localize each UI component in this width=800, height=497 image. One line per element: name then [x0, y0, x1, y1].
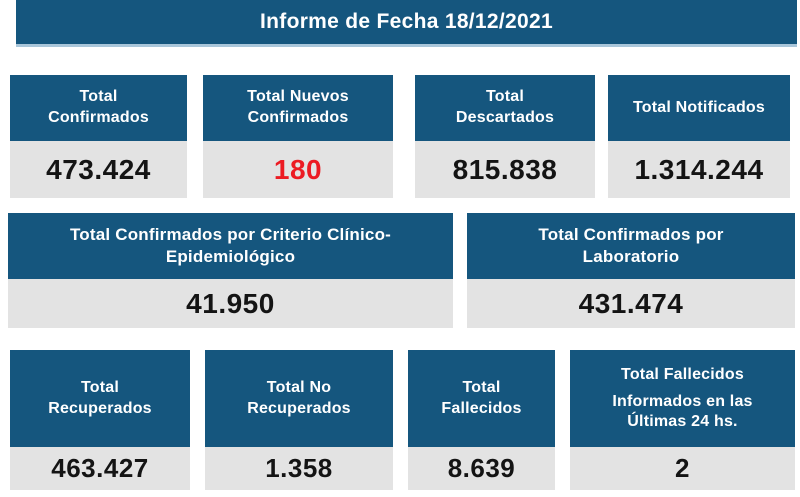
- card-value-text: 815.838: [452, 153, 558, 185]
- card-total-notificados: Total Notificados 1.314.244: [608, 75, 790, 198]
- card-value: 2: [570, 447, 795, 490]
- card-label: Total Recuperados: [48, 378, 152, 417]
- report-title: Informe de Fecha 18/12/2021: [260, 10, 553, 33]
- card-total-descartados: Total Descartados 815.838: [415, 75, 595, 198]
- card-fallecidos-ultimas-24hs: Total Fallecidos Informados en las Últim…: [570, 350, 795, 490]
- card-value: 41.950: [8, 279, 453, 328]
- report-title-bar: Informe de Fecha 18/12/2021: [16, 0, 797, 47]
- card-total-confirmados: Total Confirmados 473.424: [10, 75, 187, 198]
- card-value-text: 473.424: [46, 153, 151, 185]
- card-header: Total Confirmados: [10, 75, 187, 141]
- card-value-text: 2: [675, 453, 690, 483]
- card-header: Total No Recuperados: [205, 350, 393, 447]
- card-label: Total Confirmados: [48, 88, 149, 126]
- card-value-text: 41.950: [186, 287, 275, 319]
- card-value: 473.424: [10, 141, 187, 198]
- card-sublabel: Informados en las Últimas 24 hs.: [612, 393, 753, 431]
- card-value-text: 463.427: [51, 453, 149, 483]
- card-header: Total Recuperados: [10, 350, 190, 447]
- card-value: 1.358: [205, 447, 393, 490]
- card-total-recuperados: Total Recuperados 463.427: [10, 350, 190, 490]
- card-value: 8.639: [408, 447, 555, 490]
- card-label: Total Notificados: [633, 98, 765, 116]
- card-value-text: 1.358: [265, 453, 333, 483]
- card-value: 180: [203, 141, 393, 198]
- card-header: Total Nuevos Confirmados: [203, 75, 393, 141]
- card-header: Total Fallecidos Informados en las Últim…: [570, 350, 795, 447]
- card-value-text: 180: [273, 153, 323, 185]
- card-confirmados-criterio-clinico: Total Confirmados por Criterio Clínico-E…: [8, 213, 453, 328]
- card-label: Total Fallecidos: [441, 378, 522, 417]
- card-value-text: 8.639: [447, 453, 516, 483]
- card-value-text: 431.474: [578, 287, 684, 319]
- card-total-no-recuperados: Total No Recuperados 1.358: [205, 350, 393, 490]
- card-confirmados-laboratorio: Total Confirmados por Laboratorio 431.47…: [467, 213, 795, 328]
- card-label: Total No Recuperados: [247, 378, 351, 417]
- card-label: Total Confirmados por Criterio Clínico-E…: [69, 224, 392, 266]
- card-label: Total Fallecidos: [621, 365, 744, 383]
- card-label: Total Descartados: [455, 88, 555, 126]
- card-value: 431.474: [467, 279, 795, 328]
- card-value: 815.838: [415, 141, 595, 198]
- card-header: Total Fallecidos: [408, 350, 555, 447]
- card-label: Total Confirmados por Laboratorio: [538, 224, 724, 266]
- card-value-text: 1.314.244: [634, 153, 764, 185]
- card-header: Total Confirmados por Laboratorio: [467, 213, 795, 279]
- card-total-fallecidos: Total Fallecidos 8.639: [408, 350, 555, 490]
- card-label: Total Nuevos Confirmados: [247, 88, 349, 126]
- card-header: Total Notificados: [608, 75, 790, 141]
- card-header: Total Confirmados por Criterio Clínico-E…: [8, 213, 453, 279]
- card-header: Total Descartados: [415, 75, 595, 141]
- card-value: 1.314.244: [608, 141, 790, 198]
- card-total-nuevos-confirmados: Total Nuevos Confirmados 180: [203, 75, 393, 198]
- card-value: 463.427: [10, 447, 190, 490]
